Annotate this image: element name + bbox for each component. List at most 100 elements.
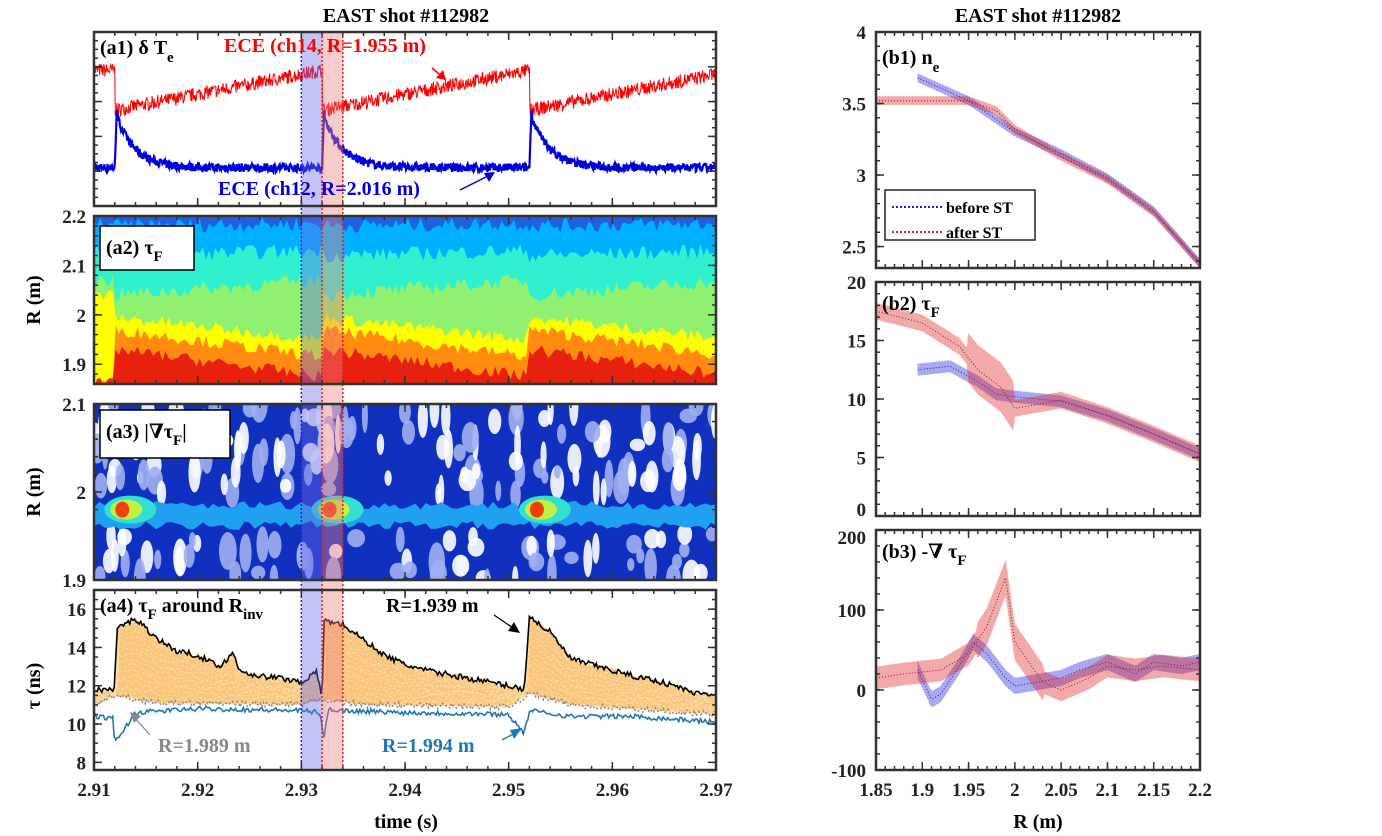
ece14-trace — [94, 63, 716, 118]
low-gradient-patch — [514, 425, 521, 465]
low-gradient-patch — [137, 459, 150, 491]
low-gradient-patch — [305, 408, 323, 427]
y-tick-label: 0 — [857, 500, 867, 521]
low-gradient-patch — [541, 470, 549, 484]
b1-legend: before ST after ST — [884, 189, 1036, 242]
low-gradient-patch — [188, 453, 201, 493]
x-tick-label: 2.91 — [77, 780, 110, 801]
x-tick-label: 1.9 — [910, 780, 934, 801]
y-tick-label: 12 — [67, 677, 86, 698]
a2-label: (a2) τF — [106, 237, 163, 265]
low-gradient-patch — [361, 404, 368, 434]
y-tick-label: 14 — [67, 638, 87, 659]
low-gradient-patch — [665, 564, 681, 580]
r1939-arrow — [493, 614, 514, 629]
low-gradient-patch — [640, 470, 656, 493]
low-gradient-patch — [94, 565, 106, 580]
low-gradient-patch — [540, 441, 547, 469]
low-gradient-patch — [398, 404, 411, 424]
low-gradient-patch — [94, 472, 108, 499]
ece12-arrow — [459, 174, 491, 191]
y-tick-label: 2.5 — [842, 238, 866, 259]
y-tick-label: 100 — [838, 601, 867, 622]
low-gradient-patch — [320, 482, 337, 497]
low-gradient-patch — [453, 444, 466, 462]
low-gradient-patch — [600, 478, 607, 506]
low-gradient-patch — [441, 404, 451, 436]
y-tick-label: 2.2 — [62, 207, 86, 228]
tau-envelope — [94, 617, 716, 715]
x-tick-label: 1.85 — [859, 780, 892, 801]
a2-label-box — [99, 225, 195, 271]
ece14-label: ECE (ch14, R=1.955 m) — [224, 35, 426, 57]
low-gradient-patch — [613, 470, 630, 504]
b1-before-line — [917, 77, 1200, 264]
a1-plot-area — [94, 63, 716, 176]
low-gradient-patch — [252, 443, 265, 484]
contour-band — [94, 345, 716, 384]
y-tick-label: 10 — [67, 715, 86, 736]
y-tick-label: 0 — [857, 681, 867, 702]
b2-after-line — [876, 310, 1200, 455]
low-gradient-patch — [395, 526, 405, 553]
low-gradient-patch — [250, 404, 268, 423]
x-tick-label: 2.93 — [285, 780, 318, 801]
low-gradient-patch — [546, 529, 555, 557]
b1-label: (b1) ne — [882, 47, 940, 76]
low-gradient-patch — [110, 538, 119, 572]
low-gradient-patch — [279, 479, 292, 493]
tau-intermediate-line — [94, 642, 716, 704]
low-gradient-patch — [238, 422, 249, 454]
low-gradient-patch — [554, 465, 561, 479]
low-gradient-patch — [583, 539, 593, 578]
low-gradient-patch — [584, 421, 601, 443]
tau-intermediate-line — [94, 624, 716, 698]
y-tick-label: 4 — [857, 23, 867, 44]
low-gradient-patch — [538, 410, 551, 427]
low-gradient-patch — [269, 564, 279, 580]
low-gradient-patch — [251, 565, 266, 580]
left-title: EAST shot #112982 — [323, 5, 489, 27]
tau-r1989-line — [94, 690, 716, 719]
low-gradient-patch — [256, 526, 269, 563]
a3-label: (a3) |∇τF| — [106, 421, 187, 449]
low-gradient-patch — [512, 566, 519, 580]
low-gradient-patch — [629, 438, 646, 452]
low-gradient-patch — [644, 548, 657, 580]
low-gradient-patch — [293, 407, 302, 445]
tau-intermediate-line — [94, 672, 716, 710]
y-tick-label: 10 — [847, 390, 866, 411]
y-tick-label: 3.5 — [842, 95, 866, 116]
ece12-arrowhead — [484, 172, 495, 182]
r1939-arrowhead — [508, 622, 520, 633]
low-gradient-patch — [458, 469, 477, 492]
a1-label: (a1) δ Te — [100, 37, 174, 66]
tau-intermediate-line — [94, 635, 716, 702]
ece12-label: ECE (ch12, R=2.016 m) — [218, 178, 420, 200]
r1989-arrow — [134, 717, 151, 736]
b1-after-band — [876, 96, 1200, 268]
low-gradient-patch — [628, 460, 637, 487]
y-tick-label: 20 — [847, 273, 866, 294]
y-tick-label: 5 — [857, 449, 867, 470]
low-gradient-patch — [417, 404, 428, 438]
annot-r1939: R=1.939 m — [386, 595, 479, 617]
y-tick-label: 2.1 — [62, 395, 86, 416]
low-gradient-patch — [677, 523, 693, 545]
low-gradient-patch — [705, 526, 716, 542]
y-tick-label: 15 — [847, 332, 866, 353]
low-gradient-patch — [347, 529, 366, 548]
before-st-shading — [301, 32, 323, 770]
low-gradient-patch — [188, 532, 196, 548]
a4-ylabel: τ (ns) — [23, 663, 45, 709]
low-gradient-patch — [495, 480, 502, 502]
b1-before-band — [917, 72, 1200, 268]
ece14-arrowhead — [436, 70, 446, 80]
low-gradient-patch — [672, 463, 687, 492]
r1994-arrowhead — [510, 728, 522, 739]
b2-before-band — [917, 360, 1200, 461]
b2-label: (b2) τF — [882, 293, 940, 321]
low-gradient-patch — [106, 465, 117, 494]
low-gradient-patch — [461, 422, 479, 453]
